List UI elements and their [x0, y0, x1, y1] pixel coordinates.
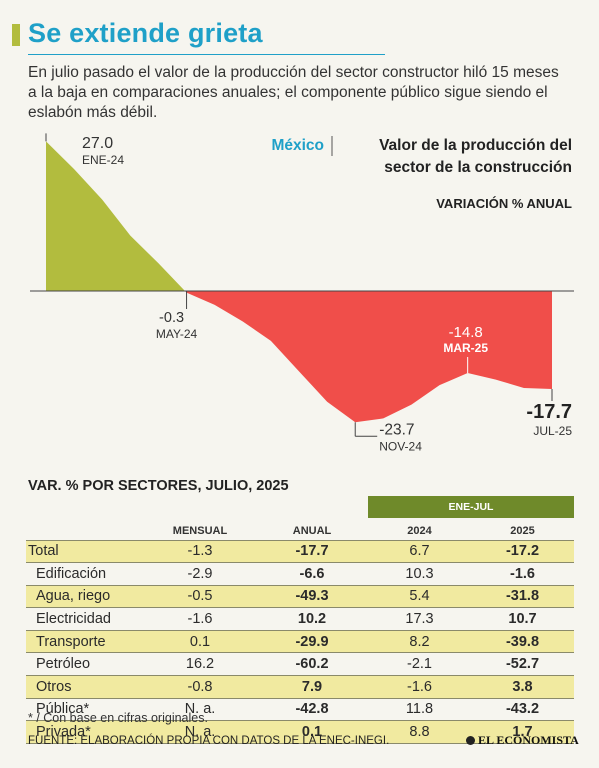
annotation-value: -14.8: [449, 324, 483, 341]
row-label: Agua, riego: [26, 585, 144, 609]
chart-title-line-2: sector de la construcción: [384, 159, 572, 176]
cell-2025: -39.8: [471, 630, 574, 654]
col-header-2025: 2025: [510, 524, 535, 537]
table-row: Transporte 0.1 -29.9 8.2 -39.8: [26, 630, 574, 654]
cell-2024: -1.6: [368, 675, 471, 699]
annotation-date: MAY-24: [156, 327, 198, 341]
table-row: Otros -0.8 7.9 -1.6 3.8: [26, 675, 574, 699]
row-label: Otros: [26, 675, 144, 699]
footnote: * / Con base en cifras originales.: [28, 711, 208, 725]
annotation-value: -17.7: [526, 401, 572, 423]
cell-mensual: N. a.: [144, 698, 256, 722]
sectors-table: ENE-JUL MENSUAL ANUAL 2024 2025 Total -1.…: [26, 496, 574, 744]
table-row: Privada* N. a. 0.1 8.8 1.7: [26, 720, 574, 744]
brand-icon: [466, 736, 475, 745]
cell-2024: 10.3: [368, 562, 471, 586]
cell-anual: 0.1: [256, 720, 368, 744]
brand-logo: EL ECONOMISTA: [466, 733, 579, 748]
col-header-2024: 2024: [407, 524, 432, 537]
annotation-date: JUL-25: [533, 424, 572, 438]
row-label: Total: [26, 539, 144, 564]
cell-mensual: -0.8: [144, 675, 256, 699]
chart-title-line-1: Valor de la producción del: [379, 137, 572, 154]
chart-country: México: [271, 137, 324, 154]
annotation-date: MAR-25: [443, 341, 488, 355]
cell-anual: 7.9: [256, 675, 368, 699]
row-label: Transporte: [26, 630, 144, 654]
col-header-anual: ANUAL: [292, 524, 332, 537]
row-label: Edificación: [26, 562, 144, 586]
cell-2025: 3.8: [471, 675, 574, 699]
cell-anual: -49.3: [256, 585, 368, 609]
cell-2025: -31.8: [471, 585, 574, 609]
annotation-value: -23.7: [379, 421, 414, 438]
annotation-date: ENE-24: [82, 153, 124, 167]
group-header-ene-jul: ENE-JUL: [368, 496, 574, 518]
row-label: Electricidad: [26, 607, 144, 631]
cell-mensual: N. a.: [144, 720, 256, 744]
table-row: Petróleo 16.2 -60.2 -2.1 -52.7: [26, 652, 574, 677]
table-row: Agua, riego -0.5 -49.3 5.4 -31.8: [26, 585, 574, 609]
cell-2024: 8.2: [368, 630, 471, 654]
cell-anual: -60.2: [256, 652, 368, 677]
cell-2024: 17.3: [368, 607, 471, 631]
cell-mensual: -0.5: [144, 585, 256, 609]
negative-area: [184, 291, 552, 423]
annotation-value: 27.0: [82, 135, 113, 152]
brand-text: EL ECONOMISTA: [478, 733, 579, 747]
chart-subtitle: VARIACIÓN % ANUAL: [436, 196, 572, 211]
cell-2025: -52.7: [471, 652, 574, 677]
cell-anual: -29.9: [256, 630, 368, 654]
cell-2025: 10.7: [471, 607, 574, 631]
cell-2025: -1.6: [471, 562, 574, 586]
table-row: Pública* N. a. -42.8 11.8 -43.2: [26, 698, 574, 722]
cell-2024: -2.1: [368, 652, 471, 677]
row-label: Pública*: [26, 698, 144, 722]
cell-2025: -43.2: [471, 698, 574, 722]
cell-mensual: 16.2: [144, 652, 256, 677]
cell-2024: 11.8: [368, 698, 471, 722]
cell-2024: 8.8: [368, 720, 471, 744]
title-rule: [28, 54, 385, 55]
col-header-mensual: MENSUAL: [172, 524, 228, 537]
annotation-value: -0.3: [159, 310, 184, 326]
table-row: Total -1.3 -17.7 6.7 -17.2: [26, 539, 574, 564]
cell-2024: 6.7: [368, 539, 471, 564]
cell-anual: -17.7: [256, 539, 368, 564]
cell-mensual: -1.6: [144, 607, 256, 631]
cell-anual: 10.2: [256, 607, 368, 631]
cell-2025: -17.2: [471, 539, 574, 564]
row-label: Privada*: [26, 720, 144, 744]
row-label: Petróleo: [26, 652, 144, 677]
intro-text: En julio pasado el valor de la producció…: [28, 64, 559, 121]
positive-area: [46, 141, 185, 291]
table-row: Edificación -2.9 -6.6 10.3 -1.6: [26, 562, 574, 586]
cell-2024: 5.4: [368, 585, 471, 609]
cell-anual: -42.8: [256, 698, 368, 722]
table-row: Electricidad -1.6 10.2 17.3 10.7: [26, 607, 574, 631]
cell-mensual: -1.3: [144, 539, 256, 564]
cell-anual: -6.6: [256, 562, 368, 586]
cell-2025: 1.7: [471, 720, 574, 744]
title-accent-bar: [12, 24, 20, 46]
source-note: FUENTE: ELABORACIÓN PROPIA CON DATOS DE …: [28, 735, 390, 747]
table-title: VAR. % POR SECTORES, JULIO, 2025: [28, 478, 289, 494]
annotation-date: NOV-24: [379, 439, 422, 453]
production-area-chart: México Valor de la producción del sector…: [30, 133, 574, 453]
page-title: Se extiende grieta: [28, 18, 263, 48]
cell-mensual: -2.9: [144, 562, 256, 586]
cell-mensual: 0.1: [144, 630, 256, 654]
